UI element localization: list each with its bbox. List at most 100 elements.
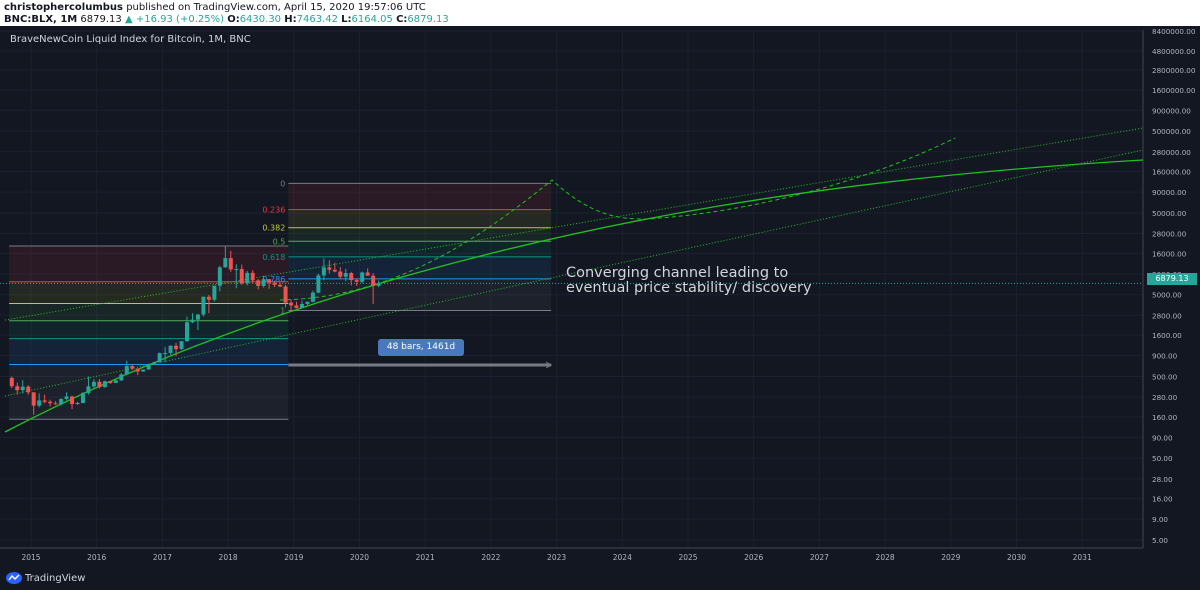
candle-body xyxy=(321,267,326,276)
price-tick-label: 16.00 xyxy=(1152,495,1173,504)
fib-zone xyxy=(288,241,552,257)
candle-body xyxy=(130,366,135,369)
last-price: 6879.13 xyxy=(80,14,122,25)
candle-body xyxy=(168,345,173,353)
date-range-label[interactable]: 48 bars, 1461d xyxy=(378,339,464,356)
candle-body xyxy=(239,269,244,284)
candle-body xyxy=(332,269,337,272)
price-tick-label: 50.00 xyxy=(1152,454,1173,463)
candle-body xyxy=(371,275,376,286)
candle-body xyxy=(261,279,266,286)
symbol-label: BNC:BLX, 1M xyxy=(4,14,78,25)
price-tick-label: 2800000.00 xyxy=(1152,66,1196,75)
candle-body xyxy=(157,353,162,363)
candle-body xyxy=(283,286,288,303)
author-name[interactable]: christophercolumbus xyxy=(4,2,123,13)
price-tick-label: 280.00 xyxy=(1152,393,1178,402)
tradingview-logo[interactable]: TradingView xyxy=(6,572,85,584)
low-label: L: xyxy=(341,14,352,25)
price-tick-label: 28000.00 xyxy=(1152,230,1187,239)
candle-body xyxy=(37,400,42,406)
candle-body xyxy=(234,269,239,271)
candle-body xyxy=(310,292,315,302)
candle-body xyxy=(316,275,321,293)
price-tick-label: 500000.00 xyxy=(1152,127,1191,136)
candle-body xyxy=(135,368,140,372)
candle-body xyxy=(108,381,113,384)
candle-body xyxy=(278,284,283,287)
candle-body xyxy=(376,283,381,286)
candle-body xyxy=(113,380,118,384)
time-tick-label: 2025 xyxy=(678,553,697,562)
candle-body xyxy=(250,272,255,281)
candle-body xyxy=(163,352,168,354)
time-tick-label: 2016 xyxy=(87,553,106,562)
candle-body xyxy=(146,364,151,370)
candle-body xyxy=(327,267,332,270)
close-value: 6879.13 xyxy=(407,14,449,25)
annotation-line-1: Converging channel leading to xyxy=(566,265,789,281)
candle-body xyxy=(365,272,370,276)
time-tick-label: 2029 xyxy=(941,553,960,562)
price-tick-label: 50000.00 xyxy=(1152,209,1187,218)
candle-body xyxy=(102,381,107,388)
candle-body xyxy=(48,401,53,404)
candle-body xyxy=(289,302,294,306)
tradingview-logo-icon xyxy=(6,572,22,584)
price-tick-label: 1600000.00 xyxy=(1152,86,1196,95)
fibonacci-retracements: 0 0.236 0.382 0.5 0.618 0.786 1 xyxy=(9,179,552,420)
publish-header: christophercolumbus published on Trading… xyxy=(0,0,1200,26)
close-label: C: xyxy=(396,14,408,25)
time-tick-label: 2024 xyxy=(613,553,632,562)
last-price-tag: 6879.13 xyxy=(1147,273,1197,285)
candle-body xyxy=(201,296,206,315)
fib-level-label: 0 xyxy=(280,179,285,188)
candle-body xyxy=(119,374,124,381)
price-tick-label: 90.00 xyxy=(1152,433,1173,442)
price-tick-label: 900.00 xyxy=(1152,352,1178,361)
price-tick-label: 9.00 xyxy=(1152,515,1168,524)
candle-body xyxy=(190,319,195,323)
fib-zone xyxy=(9,303,289,321)
time-tick-label: 2023 xyxy=(547,553,566,562)
fib-zone xyxy=(9,281,289,304)
time-tick-label: 2031 xyxy=(1073,553,1092,562)
high-label: H: xyxy=(284,14,297,25)
candle-body xyxy=(152,362,157,365)
candle-body xyxy=(9,377,14,387)
candle-body xyxy=(75,402,80,405)
candle-body xyxy=(360,272,365,282)
time-tick-label: 2030 xyxy=(1007,553,1026,562)
price-change: +16.93 (+0.25%) xyxy=(135,14,224,25)
candle-body xyxy=(185,322,189,342)
high-value: 7463.42 xyxy=(296,14,338,25)
price-tick-label: 5000.00 xyxy=(1152,291,1182,300)
price-tick-label: 2800.00 xyxy=(1152,311,1182,320)
candle-body xyxy=(141,369,146,372)
candle-body xyxy=(256,280,261,286)
price-tick-label: 16000.00 xyxy=(1152,249,1187,258)
annotation-text[interactable]: Converging channel leading to eventual p… xyxy=(566,266,812,296)
fib-level-label: 0.5 xyxy=(273,237,286,246)
price-tick-label: 900000.00 xyxy=(1152,106,1191,115)
fib-level-label: 0.786 xyxy=(262,275,285,284)
price-tick-label: 1600.00 xyxy=(1152,331,1182,340)
candle-body xyxy=(245,272,250,284)
time-tick-label: 2018 xyxy=(219,553,238,562)
candle-body xyxy=(354,280,359,282)
candle-body xyxy=(53,403,58,405)
fib-zone xyxy=(288,227,552,242)
time-tick-label: 2026 xyxy=(744,553,763,562)
candle-body xyxy=(26,386,31,393)
open-label: O: xyxy=(227,14,240,25)
fib-level-label: 0.236 xyxy=(262,206,285,215)
fib-level-label: 0.382 xyxy=(262,224,285,233)
fib-zone xyxy=(9,338,289,365)
candle-body xyxy=(299,303,304,308)
price-tick-label: 500.00 xyxy=(1152,372,1178,381)
fib-zone xyxy=(9,364,289,420)
candle-body xyxy=(267,279,272,283)
candle-body xyxy=(174,345,179,350)
price-tick-label: 4800000.00 xyxy=(1152,47,1196,56)
